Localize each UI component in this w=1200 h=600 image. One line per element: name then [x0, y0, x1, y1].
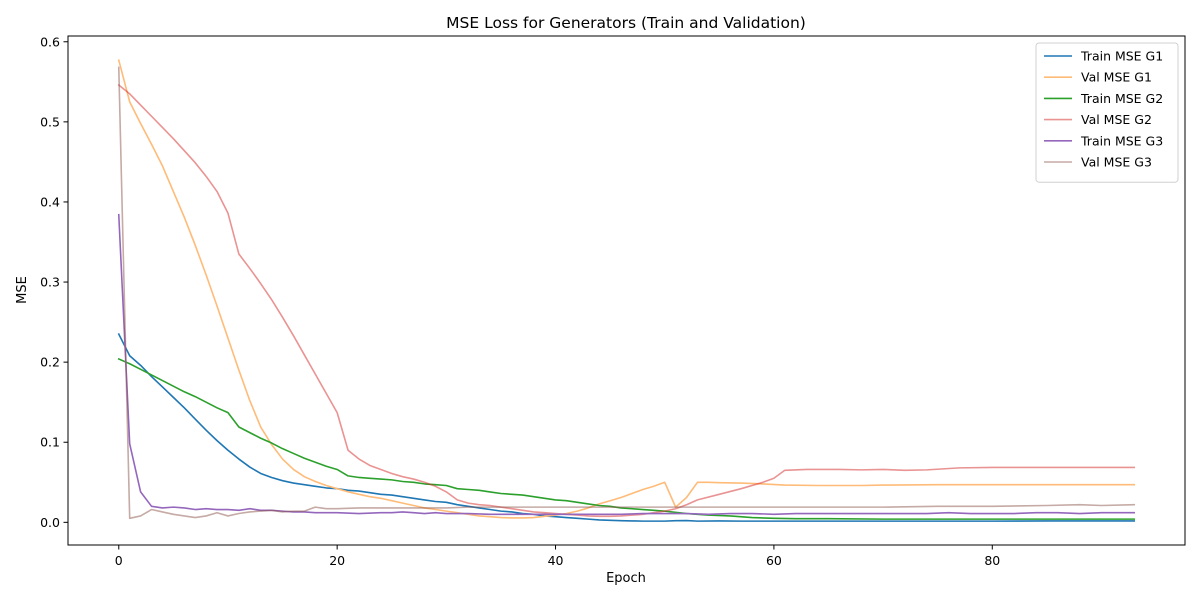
legend-label: Train MSE G2 [1080, 91, 1163, 106]
plot-lines [117, 59, 1136, 522]
x-tick-label: 0 [115, 553, 123, 568]
legend-label: Val MSE G3 [1081, 155, 1152, 170]
x-tick-label: 60 [766, 553, 782, 568]
y-tick-label: 0.2 [40, 355, 60, 370]
chart-title: MSE Loss for Generators (Train and Valid… [446, 14, 806, 32]
x-axis-label: Epoch [606, 571, 646, 586]
legend-label: Val MSE G2 [1081, 112, 1152, 127]
y-tick-label: 0.5 [40, 114, 60, 129]
y-tick-label: 0.1 [40, 435, 60, 450]
y-tick-label: 0.3 [40, 275, 60, 290]
legend-label: Train MSE G1 [1080, 49, 1163, 64]
series-line-5 [117, 213, 1136, 516]
x-axis-ticks: 0 20 40 60 80 [115, 545, 1000, 568]
legend-label: Train MSE G3 [1080, 133, 1163, 148]
x-tick-label: 20 [329, 553, 345, 568]
series-line-3 [117, 357, 1136, 520]
series-line-1 [117, 333, 1136, 522]
series-line-6 [117, 66, 1136, 520]
plot-frame [67, 35, 1186, 546]
y-axis-ticks: 0.0 0.1 0.2 0.3 0.4 0.5 0.6 [40, 34, 68, 530]
x-tick-label: 80 [984, 553, 1000, 568]
series-line-2 [117, 59, 1136, 519]
series-line-4 [117, 83, 1136, 518]
x-tick-label: 40 [548, 553, 564, 568]
y-tick-label: 0.6 [40, 34, 60, 49]
y-tick-label: 0.4 [40, 194, 60, 209]
y-tick-label: 0.0 [40, 515, 60, 530]
legend: Train MSE G1 Val MSE G1 Train MSE G2 Val MS… [1035, 42, 1179, 183]
legend-label: Val MSE G1 [1081, 70, 1152, 85]
y-axis-label: MSE [15, 276, 30, 304]
